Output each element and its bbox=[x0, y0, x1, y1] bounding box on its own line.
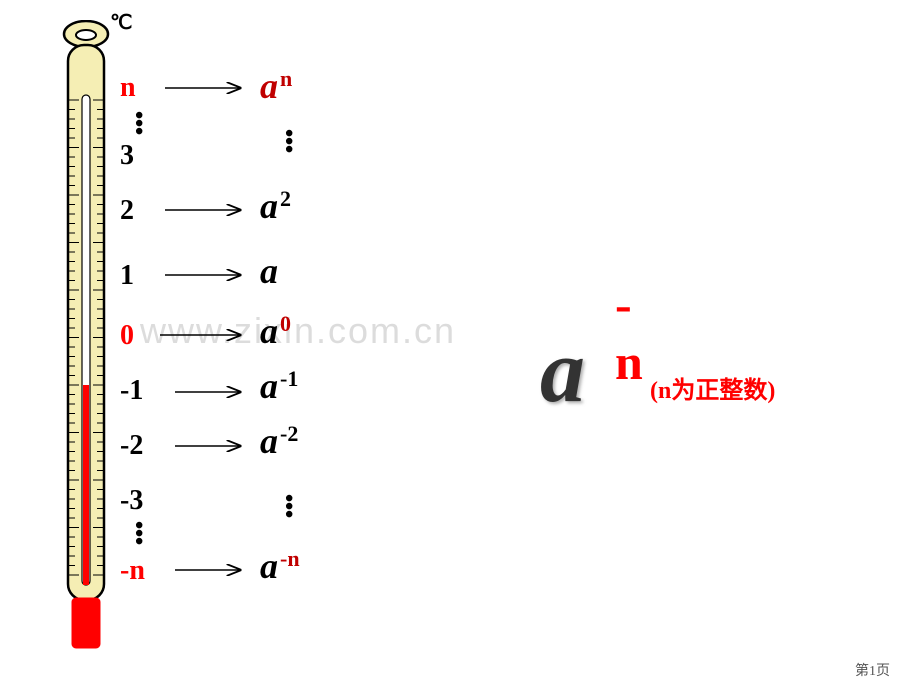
power-exponent: -n bbox=[280, 546, 300, 571]
thermometer bbox=[58, 20, 128, 675]
power-base: a bbox=[260, 546, 278, 586]
power-base: a bbox=[260, 421, 278, 461]
power-expression: a-1 bbox=[260, 365, 298, 407]
power-exponent: 0 bbox=[280, 311, 291, 336]
power-base: a bbox=[260, 366, 278, 406]
big-expression-exponent: -n bbox=[615, 275, 643, 391]
scale-label: -2 bbox=[120, 430, 143, 462]
power-base: a bbox=[260, 66, 278, 106]
vertical-ellipsis: ••• bbox=[135, 112, 143, 136]
watermark-text: www.zixin.com.cn bbox=[140, 310, 456, 352]
vertical-ellipsis: ••• bbox=[135, 522, 143, 546]
scale-label: 1 bbox=[120, 260, 134, 292]
big-expression: a -n bbox=[540, 320, 585, 423]
thermometer-svg bbox=[58, 20, 128, 670]
scale-label: n bbox=[120, 72, 136, 104]
power-base: a bbox=[260, 186, 278, 226]
power-expression: a bbox=[260, 250, 278, 292]
scale-label: 2 bbox=[120, 195, 134, 227]
vertical-ellipsis: ••• bbox=[285, 495, 293, 519]
power-expression: a0 bbox=[260, 310, 291, 352]
scale-label: -n bbox=[120, 555, 145, 587]
power-expression: a-n bbox=[260, 545, 300, 587]
power-expression: a2 bbox=[260, 185, 291, 227]
vertical-ellipsis: ••• bbox=[285, 130, 293, 154]
scale-label: 3 bbox=[120, 140, 134, 172]
scale-label: 0 bbox=[120, 320, 134, 352]
power-base: a bbox=[260, 311, 278, 351]
power-exponent: -2 bbox=[280, 421, 298, 446]
power-exponent: 2 bbox=[280, 186, 291, 211]
celsius-unit-label: ℃ bbox=[110, 10, 132, 35]
scale-label: -1 bbox=[120, 375, 143, 407]
power-expression: an bbox=[260, 65, 292, 107]
power-expression: a-2 bbox=[260, 420, 298, 462]
note-text: (n为正整数) bbox=[650, 375, 800, 409]
power-exponent: -1 bbox=[280, 366, 298, 391]
page-number: 第1页 bbox=[855, 660, 890, 680]
power-exponent: n bbox=[280, 66, 292, 91]
power-base: a bbox=[260, 251, 278, 291]
big-expression-base: a bbox=[540, 322, 585, 421]
